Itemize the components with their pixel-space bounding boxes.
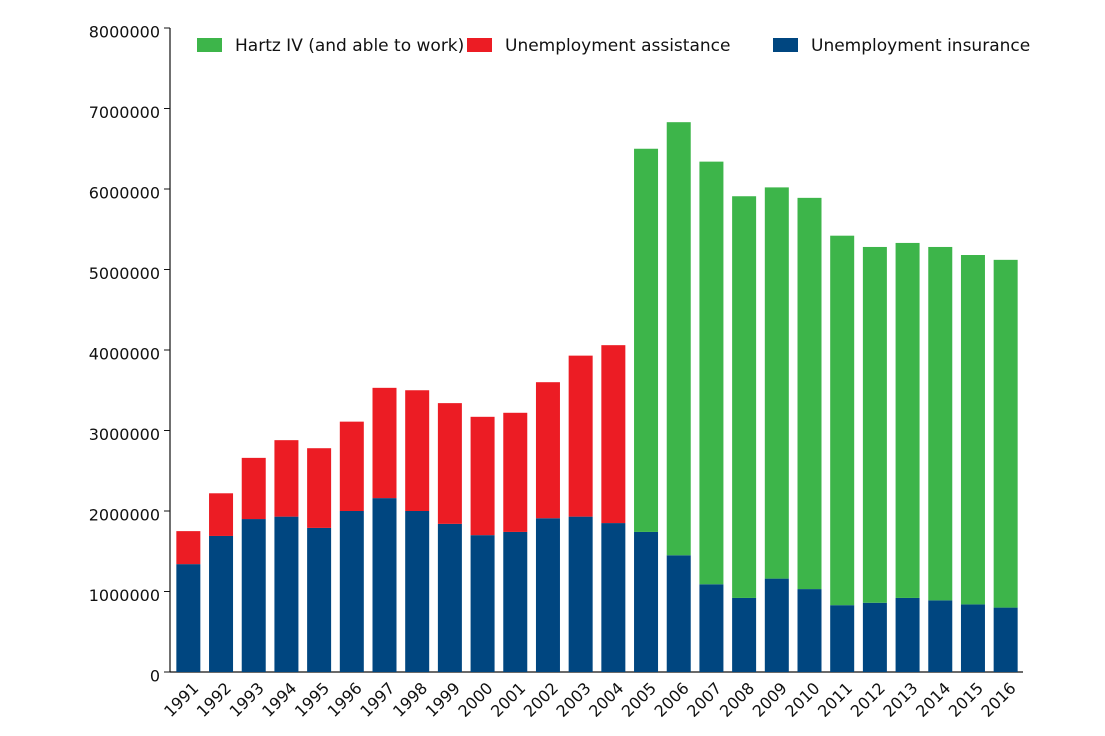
- bar-segment: [535, 518, 560, 672]
- bar-segment: [241, 519, 266, 672]
- x-tick-label: 2003: [552, 679, 594, 721]
- bar-segment: [601, 345, 626, 524]
- bar-segment: [764, 578, 789, 672]
- bar-segment: [830, 605, 855, 672]
- bar-segment: [241, 457, 266, 520]
- bar-segment: [666, 122, 691, 556]
- bar-segment: [764, 187, 789, 579]
- y-tick-label: 4000000: [89, 345, 160, 364]
- x-tick-label: 2016: [977, 679, 1019, 721]
- bar-segment: [339, 511, 364, 672]
- bar-segment: [699, 584, 724, 672]
- y-tick-label: 8000000: [89, 23, 160, 42]
- bar-segment: [568, 516, 593, 672]
- bar-segment: [732, 597, 757, 672]
- x-tick-label: 2002: [520, 679, 562, 721]
- legend-label: Hartz IV (and able to work): [235, 36, 464, 56]
- bar-segment: [634, 531, 659, 672]
- bar-segment: [666, 555, 691, 672]
- bar-segment: [928, 246, 953, 601]
- bar-segment: [535, 382, 560, 519]
- bar-segment: [862, 602, 887, 672]
- bar-segment: [699, 161, 724, 585]
- bar-segment: [928, 600, 953, 672]
- y-tick-label: 0: [150, 667, 160, 686]
- x-tick-label: 1994: [258, 679, 300, 721]
- x-tick-label: 1996: [324, 679, 366, 721]
- x-tick-label: 2007: [683, 679, 725, 721]
- bar-segment: [862, 246, 887, 603]
- x-tick-label: 1998: [389, 679, 431, 721]
- x-tick-label: 2009: [749, 679, 791, 721]
- legend-swatch: [197, 38, 222, 52]
- x-tick-label: 2008: [716, 679, 758, 721]
- bar-segment: [339, 421, 364, 511]
- x-tick-label: 2014: [912, 679, 954, 721]
- y-tick-label: 7000000: [89, 103, 160, 122]
- bar-segment: [176, 531, 201, 565]
- bar-segment: [993, 607, 1018, 672]
- x-tick-label: 1991: [160, 679, 202, 721]
- bar-segment: [830, 235, 855, 606]
- bar-segment: [372, 387, 397, 499]
- bar-segment: [503, 412, 528, 532]
- x-tick-label: 2015: [945, 679, 987, 721]
- y-tick-label: 5000000: [89, 264, 160, 283]
- y-tick-label: 3000000: [89, 425, 160, 444]
- legend-swatch: [467, 38, 492, 52]
- bar-segment: [470, 535, 495, 672]
- bar-segment: [437, 523, 462, 672]
- bar-segment: [993, 259, 1018, 608]
- bar-segment: [634, 148, 659, 532]
- x-tick-label: 1993: [226, 679, 268, 721]
- bar-segment: [307, 527, 332, 672]
- bar-segment: [960, 604, 985, 672]
- x-tick-label: 1997: [356, 679, 398, 721]
- bar-segment: [601, 523, 626, 672]
- legend-label: Unemployment insurance: [811, 36, 1030, 56]
- y-tick-label: 6000000: [89, 184, 160, 203]
- x-tick-label: 1992: [193, 679, 235, 721]
- bar-segment: [895, 242, 920, 598]
- bar-segment: [470, 416, 495, 536]
- x-tick-label: 1999: [422, 679, 464, 721]
- bar-segment: [797, 197, 822, 590]
- bar-segment: [960, 255, 985, 605]
- y-tick-label: 2000000: [89, 506, 160, 525]
- legend-label: Unemployment assistance: [505, 36, 730, 56]
- bar-segment: [307, 448, 332, 528]
- bar-segment: [274, 440, 299, 517]
- x-tick-label: 1995: [291, 679, 333, 721]
- x-tick-label: 2013: [879, 679, 921, 721]
- bar-segment: [209, 535, 234, 672]
- x-tick-label: 2005: [618, 679, 660, 721]
- bar-segment: [732, 196, 757, 598]
- bar-segment: [176, 564, 201, 672]
- bar-segment: [405, 390, 430, 511]
- bar-segment: [503, 531, 528, 672]
- bar-segment: [568, 355, 593, 517]
- x-tick-label: 2010: [781, 679, 823, 721]
- x-tick-label: 2012: [847, 679, 889, 721]
- bar-segment: [405, 511, 430, 672]
- x-tick-label: 2000: [454, 679, 496, 721]
- bar-segment: [274, 516, 299, 672]
- bar-segment: [372, 498, 397, 672]
- bar-segment: [437, 403, 462, 524]
- x-tick-label: 2001: [487, 679, 529, 721]
- x-tick-label: 2004: [585, 679, 627, 721]
- bar-segment: [895, 597, 920, 672]
- bar-segment: [209, 493, 234, 536]
- legend-swatch: [773, 38, 798, 52]
- bar-segment: [797, 589, 822, 672]
- y-tick-label: 1000000: [89, 586, 160, 605]
- x-tick-label: 2006: [651, 679, 693, 721]
- x-tick-label: 2011: [814, 679, 856, 721]
